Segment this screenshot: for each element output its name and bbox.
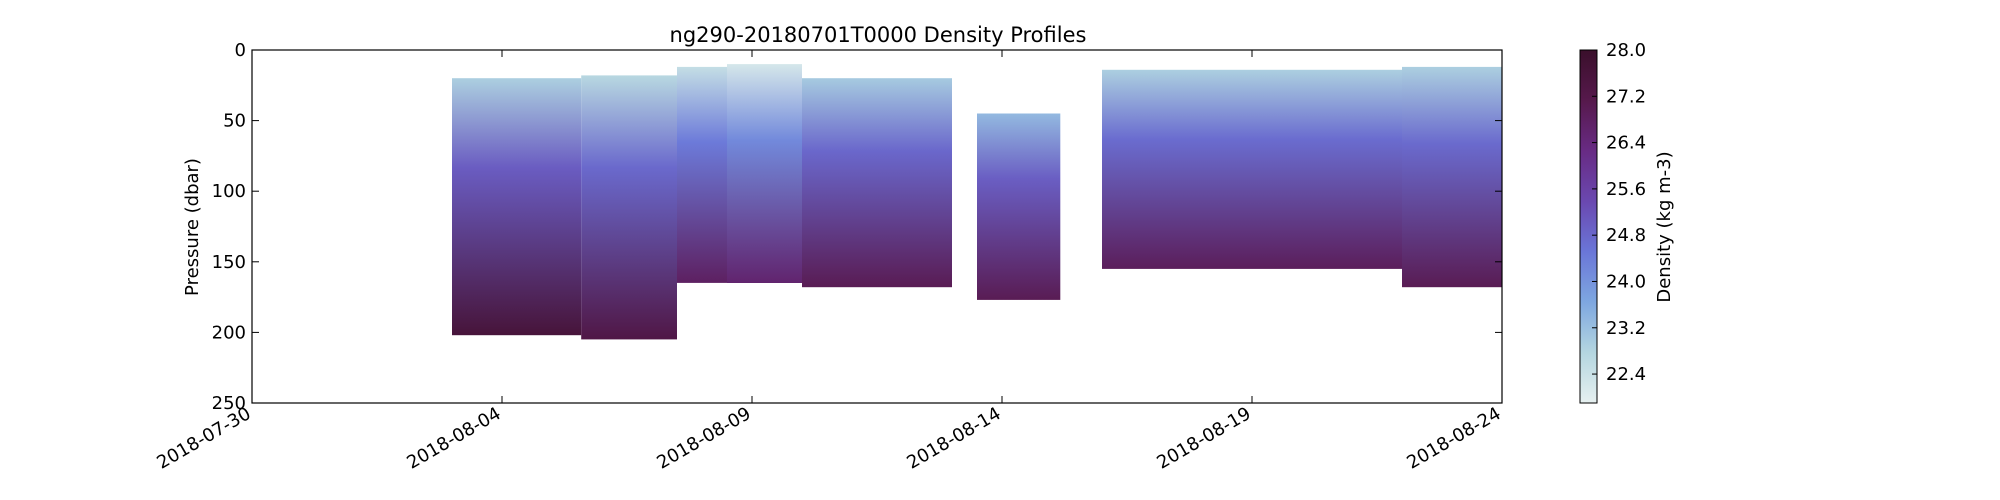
y-axis: 0 50 100 150 200 250	[212, 40, 1502, 414]
plot-content	[452, 64, 1502, 340]
x-tick-label: 2018-08-14	[903, 403, 1004, 473]
colorbar-scale	[1579, 49, 1598, 404]
colorbar-tick-label: 23.2	[1606, 318, 1646, 339]
profile-segment	[802, 78, 952, 288]
plot-frame	[251, 49, 1503, 404]
colorbar: 22.4 23.2 24.0 24.8 25.6 26.4 27.2 28.0	[1579, 40, 1646, 404]
chart-title: ng290-20180701T0000 Density Profiles	[670, 23, 1087, 47]
colorbar-tick-label: 25.6	[1606, 179, 1646, 200]
colorbar-tick-label: 24.0	[1606, 271, 1646, 292]
profile-segment	[677, 66, 727, 283]
colorbar-tick-label: 22.4	[1606, 364, 1646, 385]
colorbar-tick-label: 27.2	[1606, 86, 1646, 107]
colorbar-tick-label: 26.4	[1606, 133, 1646, 154]
profile-segment	[1402, 66, 1502, 288]
x-tick-label: 2018-08-04	[403, 403, 504, 473]
profile-segment	[727, 64, 802, 283]
profile-segment	[1102, 69, 1402, 269]
y-tick-label: 50	[223, 111, 246, 132]
y-tick-label: 200	[212, 322, 246, 343]
x-tick-label: 2018-07-30	[153, 403, 254, 473]
y-tick-label: 250	[212, 393, 246, 414]
colorbar-tick-label: 28.0	[1606, 40, 1646, 61]
y-axis-label: Pressure (dbar)	[182, 158, 203, 296]
profile-segment	[452, 78, 582, 336]
profile-segment	[581, 75, 677, 340]
y-tick-label: 100	[212, 181, 246, 202]
x-tick-label: 2018-08-09	[653, 403, 754, 473]
colorbar-tick-label: 24.8	[1606, 225, 1646, 246]
colorbar-label: Density (kg m-3)	[1654, 151, 1675, 302]
y-tick-label: 150	[212, 252, 246, 273]
y-tick-label: 0	[235, 40, 246, 61]
x-tick-label: 2018-08-19	[1153, 403, 1254, 473]
x-tick-label: 2018-08-24	[1403, 403, 1504, 473]
profile-segment	[977, 113, 1061, 300]
